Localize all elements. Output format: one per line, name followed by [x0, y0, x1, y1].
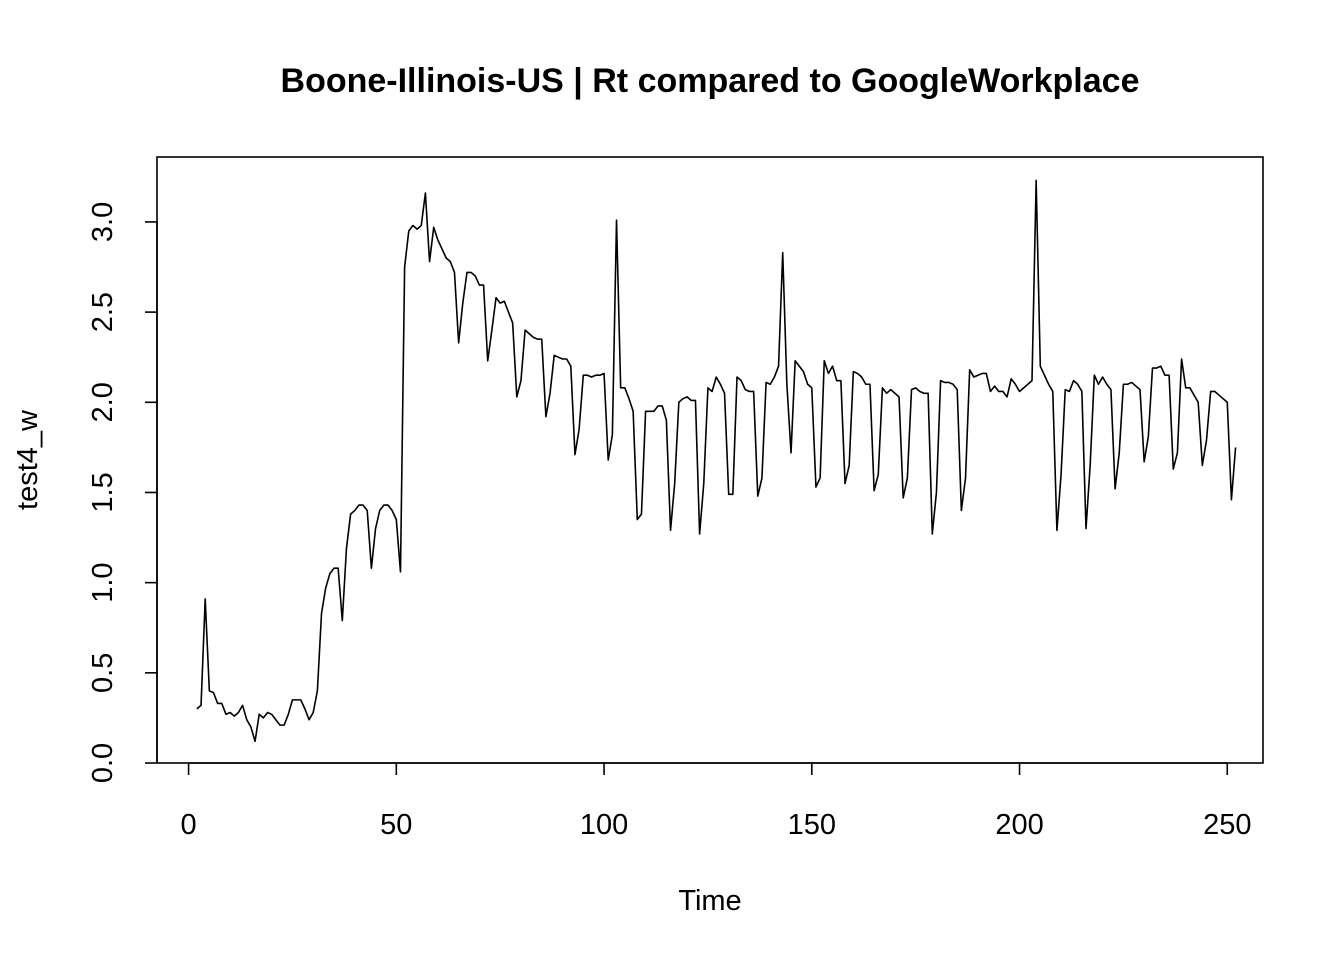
y-axis: 0.0 0.5 1.0 1.5 2.0 2.5 3.0 [87, 202, 158, 783]
y-tick-label: 0.5 [87, 653, 119, 693]
y-tick-label: 2.5 [87, 292, 119, 332]
x-tick-label: 150 [788, 809, 836, 841]
x-tick-label: 250 [1203, 809, 1251, 841]
x-axis-label: Time [678, 885, 741, 917]
y-tick-label: 3.0 [87, 202, 119, 242]
y-tick-label: 0.0 [87, 743, 119, 783]
x-tick-label: 0 [181, 809, 197, 841]
x-axis: 0 50 100 150 200 250 [181, 762, 1251, 841]
series-line [196, 179, 1237, 743]
y-axis-label: test4_w [12, 409, 44, 510]
y-tick-label: 2.0 [87, 382, 119, 422]
x-tick-label: 200 [995, 809, 1043, 841]
y-tick-label: 1.5 [87, 472, 119, 512]
y-tick-label: 1.0 [87, 562, 119, 602]
x-tick-label: 100 [580, 809, 628, 841]
chart-title: Boone-Illinois-US | Rt compared to Googl… [281, 62, 1140, 100]
x-tick-label: 50 [380, 809, 412, 841]
plot-frame [156, 156, 1264, 764]
